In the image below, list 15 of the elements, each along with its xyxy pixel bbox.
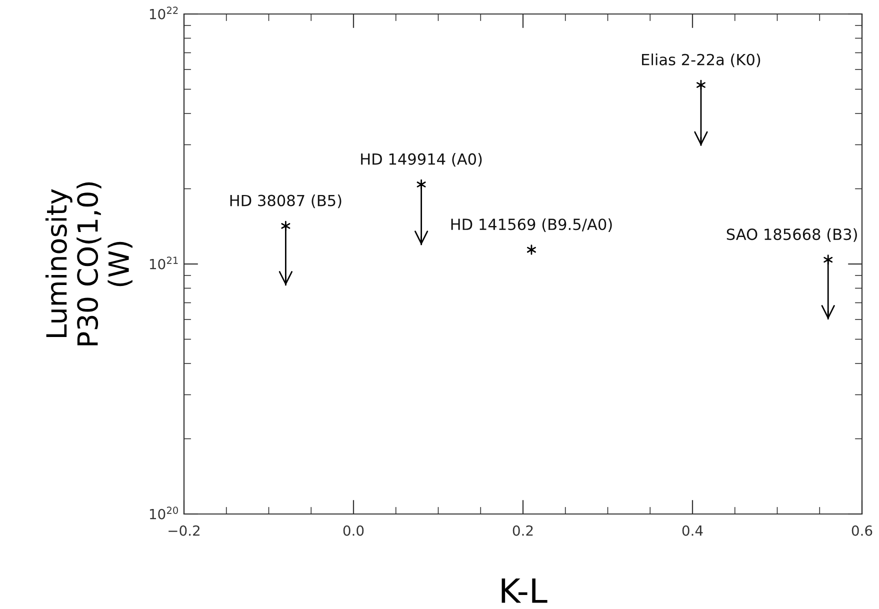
- x-tick-label: 0.4: [682, 525, 703, 536]
- x-tick-label: 0.2: [512, 525, 533, 536]
- y-tick-label: 10$^{22}$: [150, 6, 178, 20]
- x-tick-label: 0.6: [852, 525, 872, 536]
- annotation: Elias 2-22a (K0): [642, 54, 760, 68]
- annotation: HD 38087 (B5): [230, 194, 342, 208]
- y-tick-label: 10$^{20}$: [150, 506, 178, 520]
- annotation: HD 141569 (B9.5/A0): [451, 218, 612, 232]
- x-tick-label: 0.0: [343, 525, 364, 536]
- x-axis-title: K-L: [502, 578, 548, 603]
- x-tick-label: −0.2: [168, 525, 200, 536]
- annotation: HD 149914 (A0): [361, 153, 482, 167]
- annotation: SAO 185668 (B3): [726, 228, 857, 242]
- y-axis-title: Luminosity P30 CO(1,0) (W): [45, 182, 132, 346]
- y-tick-label: 10$^{21}$: [150, 256, 178, 270]
